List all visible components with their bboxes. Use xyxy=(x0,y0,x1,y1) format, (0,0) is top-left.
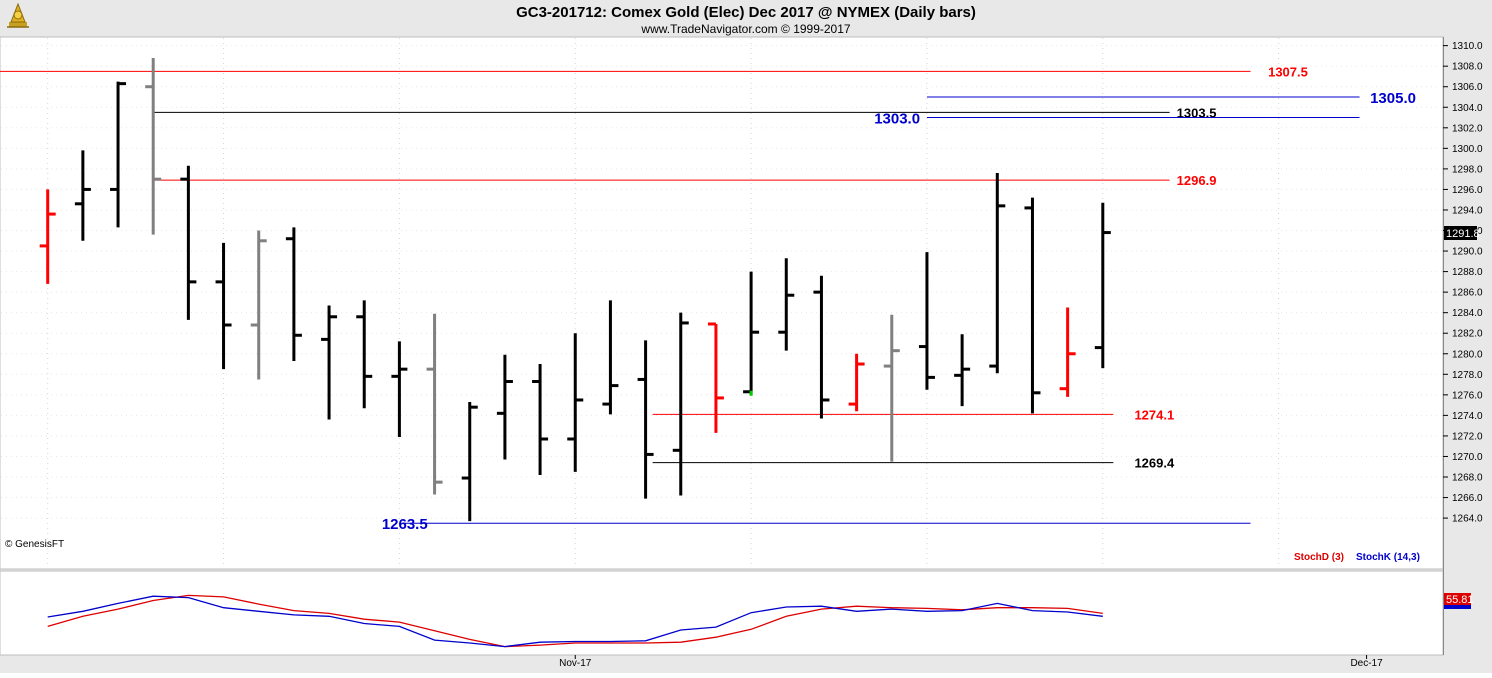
y-tick-label: 1290.0 xyxy=(1452,247,1483,258)
ohlc-bar xyxy=(250,230,267,380)
ohlc-bar xyxy=(848,353,865,412)
y-tick-label: 1286.0 xyxy=(1452,288,1483,299)
ohlc-bar xyxy=(145,57,162,235)
ohlc-bar xyxy=(989,172,1006,374)
y-tick-label: 1268.0 xyxy=(1452,473,1483,484)
level-label-1296.9: 1296.9 xyxy=(1177,173,1217,188)
y-tick-label: 1272.0 xyxy=(1452,431,1483,442)
y-tick-label: 1266.0 xyxy=(1452,493,1483,504)
y-tick-label: 1306.0 xyxy=(1452,82,1483,93)
y-tick-label: 1288.0 xyxy=(1452,267,1483,278)
ohlc-bar xyxy=(321,305,338,420)
price-panel xyxy=(0,36,1444,570)
y-tick-label: 1304.0 xyxy=(1452,103,1483,114)
ohlc-bar xyxy=(813,275,830,419)
stoch-k-last-badge xyxy=(1444,605,1471,609)
ohlc-bar xyxy=(637,340,654,499)
level-label-1303.0: 1303.0 xyxy=(874,111,920,128)
y-tick-label: 1278.0 xyxy=(1452,370,1483,381)
y-tick-label: 1296.0 xyxy=(1452,185,1483,196)
last-price-badge xyxy=(1444,226,1477,240)
x-tick-label: Dec-17 xyxy=(1350,658,1383,669)
ohlc-bar xyxy=(496,354,513,460)
x-tick-label: Nov-17 xyxy=(559,658,592,669)
ohlc-bar xyxy=(883,314,900,462)
ohlc-bar xyxy=(918,252,935,390)
ohlc-bar xyxy=(707,322,724,433)
ohlc-bar xyxy=(461,402,478,522)
stoch-last-badge xyxy=(1444,593,1471,605)
stoch-d-line xyxy=(47,594,1103,648)
y-tick-label: 1280.0 xyxy=(1452,349,1483,360)
chart-subtitle: www.TradeNavigator.com © 1999-2017 xyxy=(640,22,850,36)
price-axis-area xyxy=(1443,37,1492,655)
y-tick-label: 1284.0 xyxy=(1452,308,1483,319)
ohlc-bar xyxy=(215,242,232,370)
ohlc-bar xyxy=(74,150,91,241)
level-label-1307.5: 1307.5 xyxy=(1268,64,1308,79)
y-tick-label: 1294.0 xyxy=(1452,205,1483,216)
y-tick-label: 1300.0 xyxy=(1452,144,1483,155)
y-tick-label: 1302.0 xyxy=(1452,123,1483,134)
level-label-1269.4: 1269.4 xyxy=(1134,456,1175,471)
ohlc-bar xyxy=(532,364,549,475)
watermark-text: © GenesisFT xyxy=(5,539,64,550)
ohlc-bar xyxy=(954,334,971,407)
compass-logo-icon xyxy=(7,2,29,28)
y-tick-label: 1310.0 xyxy=(1452,41,1483,52)
level-label-1263.5: 1263.5 xyxy=(382,516,428,533)
ohlc-bar xyxy=(1094,202,1111,369)
ohlc-bar xyxy=(426,313,443,495)
ohlc-bar xyxy=(743,271,760,396)
ohlc-bar xyxy=(180,165,197,320)
bars-layer xyxy=(39,57,1111,522)
stoch-last-value: 55.81 xyxy=(1446,594,1474,606)
ohlc-bar xyxy=(1024,197,1041,414)
ohlc-bar xyxy=(356,300,373,409)
ohlc-bar xyxy=(602,300,619,415)
chart-title: GC3-201712: Comex Gold (Elec) Dec 2017 @… xyxy=(516,4,976,21)
ohlc-bar xyxy=(285,227,302,361)
ohlc-bar xyxy=(778,258,795,351)
y-tick-label: 1298.0 xyxy=(1452,164,1483,175)
x-axis: Nov-17 Dec-17 xyxy=(559,655,1383,669)
ohlc-bar xyxy=(672,312,689,496)
y-tick-label: 1274.0 xyxy=(1452,411,1483,422)
y-tick-label: 1270.0 xyxy=(1452,452,1483,463)
level-label-1274.1: 1274.1 xyxy=(1134,407,1174,422)
levels-layer: 1307.5 1305.0 1303.5 1303.0 1296.9 1274.1 1269… xyxy=(0,64,1416,533)
level-label-1305.0: 1305.0 xyxy=(1370,90,1416,107)
stochastic-panel xyxy=(0,570,1444,656)
stochastic-layer xyxy=(47,594,1103,648)
y-tick-label: 1276.0 xyxy=(1452,390,1483,401)
y-tick-label: 1264.0 xyxy=(1452,514,1483,525)
ohlc-bar xyxy=(567,333,584,472)
ohlc-bar xyxy=(110,81,127,228)
ohlc-bar xyxy=(391,341,408,437)
y-tick-label: 1308.0 xyxy=(1452,62,1483,73)
level-label-1303.5: 1303.5 xyxy=(1177,105,1217,120)
last-price-value: 1291.8 xyxy=(1446,228,1480,240)
grid-layer xyxy=(1,38,1442,568)
stoch-k-line xyxy=(47,595,1103,648)
y-tick-label: 1282.0 xyxy=(1452,329,1483,340)
stoch-d-legend: StochD (3) xyxy=(1294,552,1344,563)
ohlc-bar xyxy=(39,189,56,284)
stoch-k-legend: StochK (14,3) xyxy=(1356,552,1420,563)
ohlc-bar xyxy=(1059,307,1076,397)
